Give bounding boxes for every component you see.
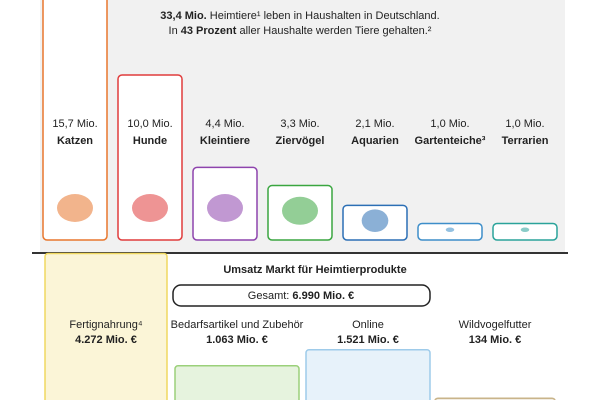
category-label: Bedarfsartikel und Zubehör [171,319,304,331]
bar [117,74,183,241]
subtitle-part: Heimtiere¹ leben in Haushalten in Deutsc… [207,10,440,22]
category-label: Online [352,319,384,331]
subtitle-line: Gesamt: 6.990 Mio. € [248,290,354,302]
bar [305,349,431,400]
category-label: Gartenteiche³ [415,135,486,147]
subtitle-part: 6.990 Mio. € [292,290,354,302]
category-label: Wildvogelfutter [459,319,532,331]
subtitle-part: aller Haushalte werden Tiere gehalten.² [236,25,431,37]
pet-icon [520,227,530,232]
subtitle-part: Gesamt: [248,290,293,302]
value-label: 4,4 Mio. [205,118,244,130]
value-label: 4.272 Mio. € [75,334,137,346]
subtitle-line: In 43 Prozent aller Haushalte werden Tie… [169,25,432,37]
value-label: 10,0 Mio. [127,118,172,130]
bar [44,252,168,400]
value-label: 15,7 Mio. [52,118,97,130]
value-label: 134 Mio. € [469,334,522,346]
value-label: 3,3 Mio. [280,118,319,130]
chart-title: Umsatz Markt für Heimtierprodukte [223,264,406,276]
subtitle-line: 33,4 Mio. Heimtiere¹ leben in Haushalten… [160,10,439,22]
pet-icon [361,209,389,232]
category-label: Aquarien [351,135,399,147]
category-label: Fertignahrung⁴ [69,319,142,331]
pet-icon [282,196,318,225]
value-label: 2,1 Mio. [355,118,394,130]
total-pill [172,284,431,307]
pet-icon [207,194,243,222]
category-label: Ziervögel [276,135,325,147]
pet-icon [132,194,168,222]
pet-icon [57,194,93,222]
category-label: Katzen [57,135,93,147]
value-label: 1.521 Mio. € [337,334,399,346]
category-label: Terrarien [502,135,549,147]
value-label: 1.063 Mio. € [206,334,268,346]
pet-icon [445,227,455,232]
value-label: 1,0 Mio. [505,118,544,130]
subtitle-part: In [169,25,181,37]
value-label: 1,0 Mio. [430,118,469,130]
subtitle-part: 43 Prozent [181,25,237,37]
category-label: Hunde [133,135,167,147]
bar [42,0,108,241]
subtitle-part: 33,4 Mio. [160,10,206,22]
category-label: Kleintiere [200,135,250,147]
bar [174,365,300,400]
